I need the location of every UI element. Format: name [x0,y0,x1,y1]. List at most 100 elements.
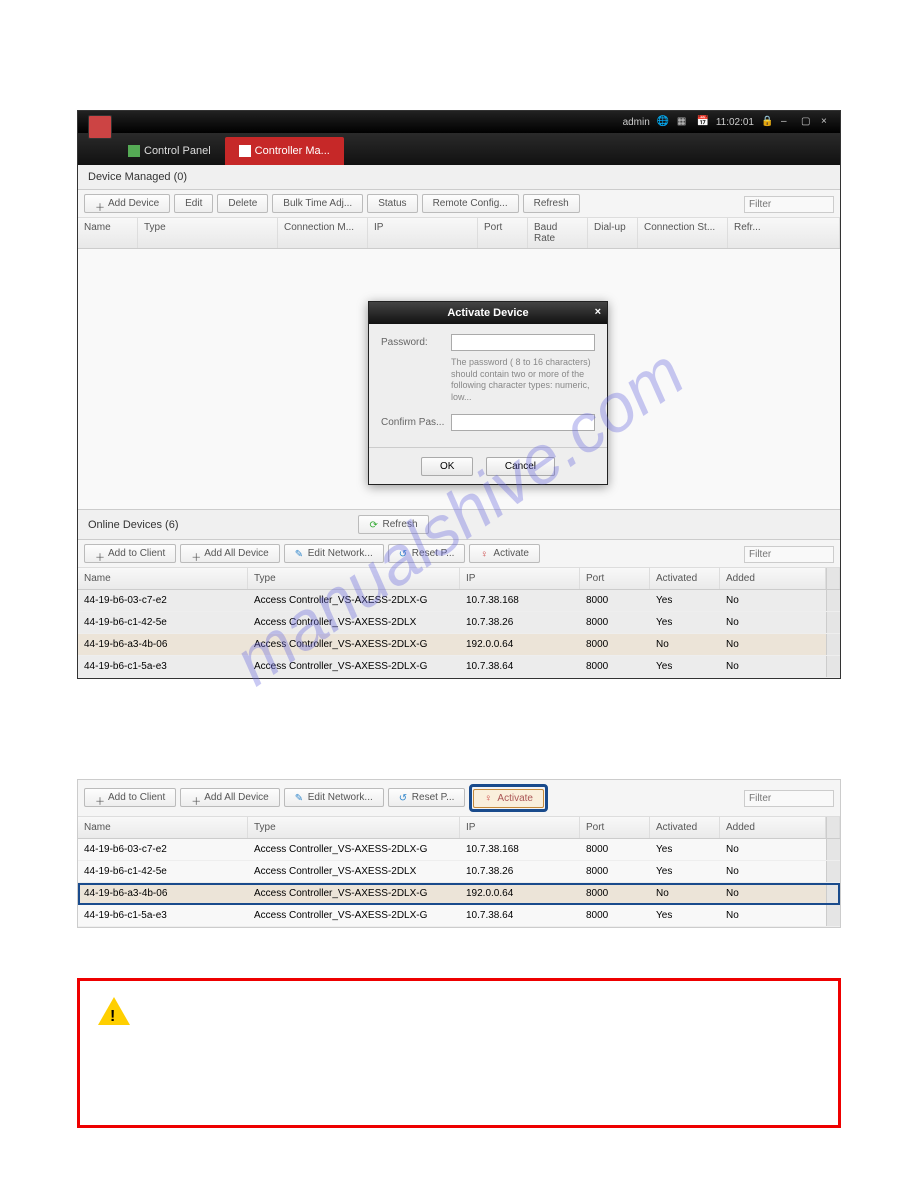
col-name[interactable]: Name [78,817,248,838]
online-toolbar: ＋Add to Client ＋Add All Device ✎Edit Net… [78,540,840,568]
status-button[interactable]: Status [367,194,417,213]
table-row[interactable]: 44-19-b6-c1-5a-e3Access Controller_VS-AX… [78,905,840,927]
password-input[interactable] [451,334,595,351]
col-type[interactable]: Type [248,817,460,838]
refresh-button[interactable]: Refresh [523,194,580,213]
col-baud[interactable]: Baud Rate [528,218,588,248]
cell-ip: 10.7.38.26 [460,861,580,882]
col-port[interactable]: Port [580,568,650,589]
cancel-button[interactable]: Cancel [486,457,555,476]
col-connst[interactable]: Connection St... [638,218,728,248]
edit-network-button[interactable]: ✎Edit Network... [284,544,384,563]
edit-button[interactable]: Edit [174,194,213,213]
confirm-password-input[interactable] [451,414,595,431]
globe-icon[interactable]: 🌐 [657,116,669,128]
add-all-button[interactable]: ＋Add All Device [180,544,279,563]
col-refr[interactable]: Refr... [728,218,840,248]
cell-type: Access Controller_VS-AXESS-2DLX-G [248,839,460,860]
reset-password-button[interactable]: ↺Reset P... [388,788,466,807]
col-ip[interactable]: IP [460,817,580,838]
cell-name: 44-19-b6-03-c7-e2 [78,839,248,860]
edit-network-button[interactable]: ✎Edit Network... [284,788,384,807]
cell-type: Access Controller_VS-AXESS-2DLX-G [248,905,460,926]
cell-type: Access Controller_VS-AXESS-2DLX-G [248,590,460,611]
activate-button[interactable]: ♀Activate [473,789,544,808]
table-row[interactable]: 44-19-b6-03-c7-e2Access Controller_VS-AX… [78,839,840,861]
table-row[interactable]: 44-19-b6-a3-4b-06Access Controller_VS-AX… [78,883,840,905]
online-refresh-button[interactable]: ⟳Refresh [358,515,428,534]
add-to-client-button[interactable]: ＋Add to Client [84,544,176,563]
warning-box [77,978,841,1128]
col-type[interactable]: Type [248,568,460,589]
modal-close-icon[interactable]: × [595,306,601,318]
col-port[interactable]: Port [478,218,528,248]
minimize-icon[interactable]: – [781,116,793,128]
lock-icon[interactable]: 🔒 [761,116,773,128]
password-hint: The password ( 8 to 16 characters) shoul… [451,357,595,404]
maximize-icon[interactable]: ▢ [801,116,813,128]
col-type[interactable]: Type [138,218,278,248]
filter-input[interactable] [744,196,834,213]
cell-name: 44-19-b6-c1-42-5e [78,612,248,633]
online-title: Online Devices (6) [88,519,178,531]
tab-controller[interactable]: Controller Ma... [225,137,344,165]
grid-icon [128,145,140,157]
online-devices-bar: Online Devices (6) ⟳Refresh [78,509,840,540]
cell-added: No [720,612,826,633]
cell-activated: No [650,634,720,655]
col-ip[interactable]: IP [460,568,580,589]
scroll-gutter [826,839,840,860]
controller-icon [239,145,251,157]
online-devices-table: Name Type IP Port Activated Added 44-19-… [78,568,840,678]
col-activated[interactable]: Activated [650,817,720,838]
close-icon[interactable]: × [821,116,833,128]
second-filter-input[interactable] [744,790,834,807]
col-added[interactable]: Added [720,568,826,589]
plus-icon: ＋ [95,793,105,803]
cell-added: No [720,590,826,611]
add-all-button[interactable]: ＋Add All Device [180,788,279,807]
delete-button[interactable]: Delete [217,194,268,213]
titlebar: admin 🌐 ▦ 📅 11:02:01 🔒 – ▢ × [78,111,840,133]
tab-control-panel[interactable]: Control Panel [114,137,225,165]
table-row[interactable]: 44-19-b6-03-c7-e2Access Controller_VS-AX… [78,590,840,612]
remote-config-button[interactable]: Remote Config... [422,194,519,213]
plus-icon: ＋ [95,549,105,559]
add-to-client-button[interactable]: ＋Add to Client [84,788,176,807]
col-activated[interactable]: Activated [650,568,720,589]
table-row[interactable]: 44-19-b6-c1-42-5eAccess Controller_VS-AX… [78,861,840,883]
cell-ip: 192.0.0.64 [460,634,580,655]
col-ip[interactable]: IP [368,218,478,248]
col-dialup[interactable]: Dial-up [588,218,638,248]
reset-password-button[interactable]: ↺Reset P... [388,544,466,563]
col-added[interactable]: Added [720,817,826,838]
ok-button[interactable]: OK [421,457,473,476]
col-name[interactable]: Name [78,218,138,248]
bulk-time-button[interactable]: Bulk Time Adj... [272,194,363,213]
scroll-gutter [826,883,840,904]
confirm-password-label: Confirm Pas... [381,417,451,428]
modal-title: Activate Device × [369,302,607,324]
cell-added: No [720,861,826,882]
add-device-button[interactable]: ＋Add Device [84,194,170,213]
scrollbar[interactable] [826,817,840,838]
col-name[interactable]: Name [78,568,248,589]
table-row[interactable]: 44-19-b6-c1-5a-e3Access Controller_VS-AX… [78,656,840,678]
scrollbar[interactable] [826,568,840,589]
online-filter-input[interactable] [744,546,834,563]
col-conn[interactable]: Connection M... [278,218,368,248]
user-label: admin [623,117,650,128]
grid-icon[interactable]: ▦ [677,116,689,128]
cell-port: 8000 [580,883,650,904]
calendar-icon[interactable]: 📅 [697,116,709,128]
cell-activated: Yes [650,590,720,611]
table-row[interactable]: 44-19-b6-c1-42-5eAccess Controller_VS-AX… [78,612,840,634]
activate-button[interactable]: ♀Activate [469,544,540,563]
table-row[interactable]: 44-19-b6-a3-4b-06Access Controller_VS-AX… [78,634,840,656]
activate-highlight: ♀Activate [469,784,548,812]
col-port[interactable]: Port [580,817,650,838]
cell-type: Access Controller_VS-AXESS-2DLX-G [248,634,460,655]
cell-added: No [720,839,826,860]
cell-added: No [720,883,826,904]
cell-port: 8000 [580,590,650,611]
